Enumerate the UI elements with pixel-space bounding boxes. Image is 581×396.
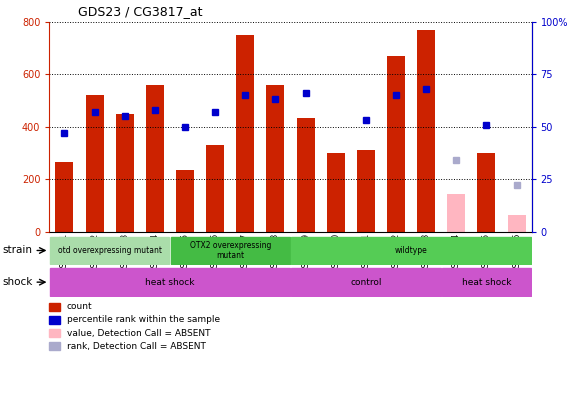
Bar — [508, 215, 526, 232]
Bar — [267, 85, 285, 232]
Bar — [146, 85, 164, 232]
Bar — [296, 118, 315, 232]
Bar — [442, 268, 531, 296]
Bar — [50, 237, 169, 264]
Bar — [478, 153, 496, 232]
Bar — [387, 56, 405, 232]
Text: rank, Detection Call = ABSENT: rank, Detection Call = ABSENT — [67, 342, 206, 350]
Bar — [236, 35, 254, 232]
Text: heat shock: heat shock — [462, 278, 511, 287]
Text: value, Detection Call = ABSENT: value, Detection Call = ABSENT — [67, 329, 210, 337]
Text: wildtype: wildtype — [394, 246, 428, 255]
Text: strain: strain — [3, 246, 33, 255]
Text: OTX2 overexpressing
mutant: OTX2 overexpressing mutant — [189, 241, 271, 260]
Text: heat shock: heat shock — [145, 278, 195, 287]
Bar — [206, 145, 224, 232]
Bar — [327, 153, 345, 232]
Text: control: control — [350, 278, 382, 287]
Text: otd overexpressing mutant: otd overexpressing mutant — [58, 246, 162, 255]
Bar — [447, 194, 465, 232]
Text: count: count — [67, 303, 92, 311]
Bar — [291, 237, 531, 264]
Text: percentile rank within the sample: percentile rank within the sample — [67, 316, 220, 324]
Bar — [85, 95, 103, 232]
Bar — [50, 268, 290, 296]
Bar — [357, 150, 375, 232]
Bar — [291, 268, 440, 296]
Bar — [417, 30, 435, 232]
Text: GDS23 / CG3817_at: GDS23 / CG3817_at — [78, 5, 203, 18]
Bar — [171, 237, 290, 264]
Text: shock: shock — [3, 277, 33, 287]
Bar — [55, 162, 74, 232]
Bar — [176, 170, 194, 232]
Bar — [116, 114, 134, 232]
